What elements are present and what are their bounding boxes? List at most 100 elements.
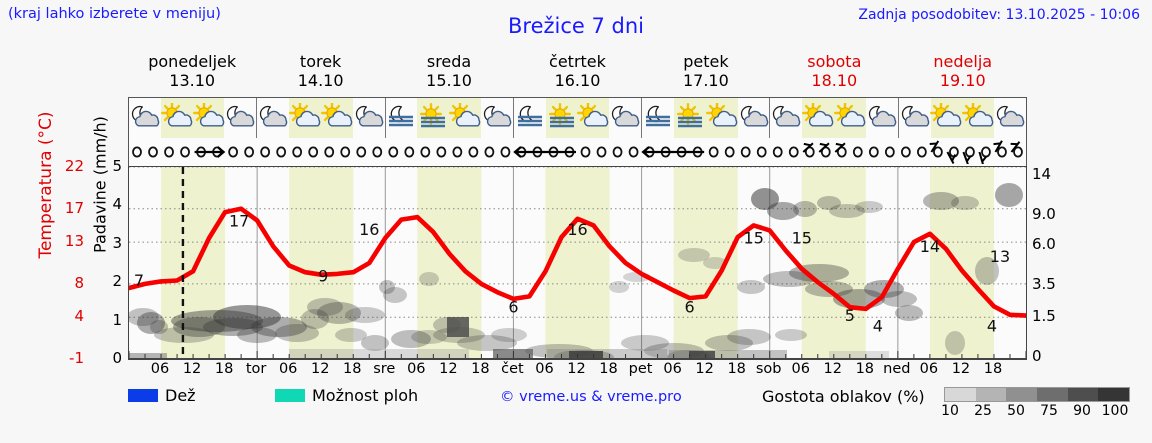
density-swatch: [1098, 388, 1130, 401]
svg-text:6: 6: [508, 298, 518, 317]
cloud-height-tick: 14: [1032, 165, 1052, 183]
x-axis-tick: 12: [695, 361, 714, 377]
temperature-tick: -1: [69, 349, 84, 367]
day-name: sreda: [426, 52, 472, 71]
x-axis-tick: 06: [663, 361, 682, 377]
temperature-tick: 22: [64, 157, 84, 175]
svg-text:4: 4: [873, 316, 883, 335]
day-name: torek: [299, 52, 342, 71]
icon-day-petek: [642, 98, 771, 138]
density-swatch: [975, 388, 1007, 401]
day-date: 19.10: [939, 71, 986, 90]
precipitation-axis-ticks: 5 4 3 2 1 0: [92, 157, 122, 367]
day-header-petek: petek 17.10: [642, 52, 770, 96]
day-name: ponedeljek: [148, 52, 237, 71]
x-axis-tick: 06: [278, 361, 298, 377]
cloud-height-tick: 6.0: [1032, 235, 1056, 253]
density-tick: 100: [1101, 403, 1129, 419]
icon-day-nedelja: [899, 98, 1026, 138]
cloud-density-label: Gostota oblakov (%): [762, 387, 925, 406]
precipitation-tick: 2: [112, 272, 122, 291]
legend-label-rain: Dež: [165, 386, 196, 405]
day-name: nedelja: [933, 52, 993, 71]
x-axis-tick: 12: [310, 361, 330, 377]
x-axis-tick: 06: [535, 361, 554, 377]
day-name: sobota: [807, 52, 862, 71]
density-swatch: [945, 388, 976, 401]
sun-cloud-icon: [192, 98, 225, 138]
sun-fog-icon: [417, 98, 450, 138]
day-date: 16.10: [554, 71, 601, 90]
moon-cloud-icon: [994, 98, 1026, 138]
icon-day-torek: [257, 98, 386, 138]
moon-cloud-icon: [770, 98, 802, 138]
day-header-torek: torek 14.10: [256, 52, 384, 96]
x-axis-tick: 12: [182, 361, 202, 377]
copyright-link[interactable]: © vreme.us & vreme.pro: [500, 389, 682, 405]
precipitation-tick: 3: [112, 233, 122, 252]
last-update-text: Zadnja posodobitev: 13.10.2025 - 10:06: [858, 7, 1140, 23]
day-header-četrtek: četrtek 16.10: [513, 52, 641, 96]
x-axis-tick: čet: [501, 361, 524, 377]
day-date: 15.10: [426, 71, 472, 90]
menu-hint-text: (kraj lahko izberete v meniju): [8, 6, 221, 22]
day-header-sobota: sobota 18.10: [770, 52, 898, 96]
x-axis-tick: 12: [951, 361, 971, 377]
svg-text:4: 4: [987, 316, 997, 335]
density-tick: 90: [1073, 403, 1091, 419]
weather-icon-strip: [128, 97, 1027, 138]
density-swatch: [1067, 388, 1099, 401]
moon-fog-icon: [514, 98, 546, 138]
x-axis-tick: tor: [245, 361, 267, 377]
sun-cloud-icon: [962, 98, 995, 138]
moon-fog-icon: [386, 98, 418, 138]
moon-cloud-icon: [129, 98, 161, 138]
precipitation-tick: 4: [112, 195, 122, 214]
moon-cloud-icon: [899, 98, 931, 138]
density-tick: 75: [1040, 403, 1058, 419]
x-axis-tick: 06: [919, 361, 939, 377]
legend-item-showers: Možnost ploh: [275, 386, 418, 405]
x-axis-tick: sre: [373, 361, 396, 377]
moon-cloud-icon: [866, 98, 898, 138]
moon-cloud-icon: [257, 98, 289, 138]
sun-cloud-icon: [289, 98, 321, 138]
legend-label-showers: Možnost ploh: [312, 386, 419, 405]
day-date: 18.10: [811, 71, 858, 90]
icon-day-sreda: [386, 98, 514, 138]
x-axis-tick: 18: [855, 361, 875, 377]
sun-cloud-icon: [802, 98, 835, 138]
sun-fog-icon: [673, 98, 706, 138]
svg-text:17: 17: [229, 212, 249, 231]
day-header-sreda: sreda 15.10: [385, 52, 513, 96]
svg-text:9: 9: [318, 267, 328, 286]
svg-text:15: 15: [744, 228, 764, 247]
svg-text:16: 16: [359, 220, 379, 239]
svg-text:14: 14: [920, 237, 940, 256]
sun-cloud-icon: [160, 98, 193, 138]
icon-day-četrtek: [514, 98, 643, 138]
legend: Dež Možnost ploh © vreme.us & vreme.pro …: [0, 386, 1152, 419]
temperature-tick: 13: [64, 232, 84, 251]
sun-fog-icon: [545, 98, 578, 138]
cloud-height-axis-ticks: 14 9.0 6.0 3.5 1.5 0: [1032, 165, 1076, 365]
x-axis-tick: 18: [214, 361, 234, 377]
day-date: 13.10: [169, 71, 216, 90]
moon-fog-icon: [642, 98, 674, 138]
day-date: 14.10: [297, 71, 344, 90]
sun-cloud-icon: [705, 98, 738, 138]
showers-color-swatch: [275, 389, 305, 402]
precipitation-tick: 1: [112, 310, 122, 329]
moon-cloud-icon: [224, 98, 256, 138]
density-swatch: [1037, 388, 1068, 401]
legend-item-rain: Dež: [128, 386, 196, 405]
moon-cloud-icon: [609, 98, 641, 138]
density-swatch: [1006, 388, 1038, 401]
x-axis-tick: 12: [439, 361, 458, 377]
x-axis-tick: ned: [883, 361, 911, 377]
x-axis-tick: 06: [150, 361, 170, 377]
svg-text:13: 13: [990, 247, 1010, 266]
temperature-tick: 8: [74, 273, 84, 292]
x-axis-ticks: 06 12 18 tor 06 12 18 sre 06 12 18 čet 06 12 18 pet 06 12…: [128, 361, 1027, 381]
cloud-height-tick: 0: [1032, 347, 1042, 365]
